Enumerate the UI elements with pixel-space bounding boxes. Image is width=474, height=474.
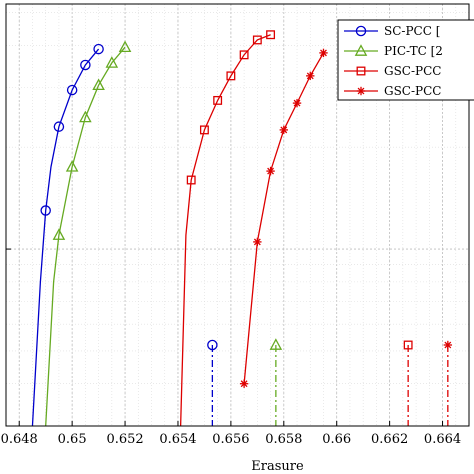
threshold-marker [403, 340, 413, 350]
x-tick-label: 0.658 [265, 432, 302, 447]
marker-stroke [320, 49, 327, 57]
data-point [80, 59, 91, 71]
data-point [79, 110, 92, 123]
data-point [213, 95, 223, 105]
data-point [319, 48, 328, 58]
series-layer [31, 30, 328, 427]
legend-label: SC-PCC [ [384, 24, 440, 38]
plot-frame [5, 3, 470, 427]
data-point [52, 228, 66, 240]
threshold-marker [269, 338, 283, 350]
series-3 [179, 30, 276, 427]
x-tick-label: 0.654 [159, 432, 196, 447]
marker-stroke [444, 341, 452, 349]
series-2 [45, 40, 132, 427]
marker-stroke [240, 380, 248, 388]
data-point [226, 71, 236, 81]
legend-marker [354, 44, 368, 56]
data-point [266, 30, 276, 40]
x-tick-label: 0.662 [371, 432, 408, 447]
series-line [45, 46, 126, 427]
data-point [252, 35, 262, 45]
legend-box [337, 19, 474, 101]
x-tick-label: 0.664 [424, 432, 461, 447]
data-point [40, 205, 51, 216]
x-ticks: 0.648 0.65 0.652 0.654 0.656 0.658 0.66 0.662 0.… [1, 421, 461, 447]
marker-stroke [267, 167, 275, 175]
grid [5, 4, 470, 427]
marker-stroke [253, 238, 261, 246]
data-point [65, 160, 79, 172]
data-point [105, 56, 119, 68]
marker-stroke [280, 126, 288, 134]
series-4 [239, 48, 328, 388]
marker-stroke [357, 87, 365, 95]
legend-entry: GSC-PCC [344, 64, 441, 78]
legend-label: PIC-TC [2 [384, 44, 443, 58]
data-point [292, 98, 302, 108]
data-point [306, 71, 315, 81]
x-tick-label: 0.652 [106, 432, 143, 447]
legend-marker [356, 86, 366, 96]
series-line [179, 34, 271, 427]
x-tick-label: 0.656 [212, 432, 249, 447]
series-1 [31, 43, 104, 427]
legend-label: GSC-PCC [384, 64, 441, 78]
x-tick-label: 0.65 [58, 432, 87, 447]
data-point [266, 166, 275, 176]
data-point [239, 379, 249, 388]
legend-label: GSC-PCC [384, 84, 441, 98]
legend-entry: PIC-TC [2 [344, 44, 443, 58]
legend: SC-PCC [ PIC-TC [2 GSC-PCC GSC-PCC [337, 19, 474, 101]
threshold-marker [443, 340, 453, 350]
data-point [279, 125, 288, 135]
x-axis-label: Erasure [251, 459, 304, 474]
data-point [93, 43, 104, 55]
marker-stroke [293, 99, 301, 107]
legend-marker [356, 66, 366, 76]
marker-stroke [306, 72, 314, 80]
data-point [53, 121, 65, 132]
threshold-layer [207, 338, 453, 426]
threshold-marker [207, 339, 218, 351]
data-point [253, 237, 262, 247]
legend-entry: SC-PCC [ [344, 24, 440, 38]
series-line [31, 48, 100, 427]
data-point [239, 50, 249, 60]
data-point [186, 175, 196, 185]
x-tick-label: 0.648 [1, 432, 38, 447]
data-point [118, 40, 132, 53]
data-point [92, 78, 105, 91]
legend-marker [355, 25, 367, 37]
legend-entry: GSC-PCC [344, 84, 441, 98]
data-point [199, 125, 209, 135]
data-point [66, 84, 78, 96]
x-tick-label: 0.66 [322, 432, 351, 447]
